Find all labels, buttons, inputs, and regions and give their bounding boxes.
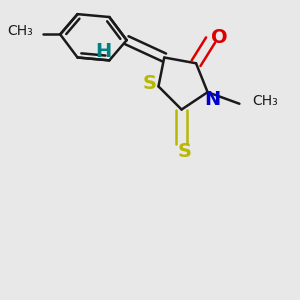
Text: CH₃: CH₃ xyxy=(7,25,33,38)
Text: N: N xyxy=(204,90,220,109)
Text: H: H xyxy=(95,42,112,61)
Text: S: S xyxy=(143,74,157,93)
Text: O: O xyxy=(211,28,227,47)
Text: S: S xyxy=(178,142,191,161)
Text: CH₃: CH₃ xyxy=(252,94,278,108)
